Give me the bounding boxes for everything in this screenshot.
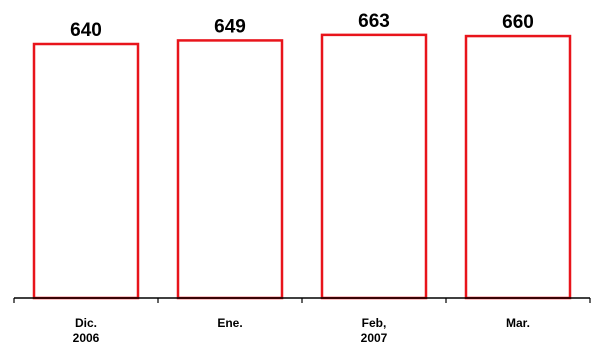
x-tick-label: 2006 bbox=[73, 331, 100, 345]
data-label: 649 bbox=[214, 16, 246, 37]
data-label: 660 bbox=[502, 12, 534, 33]
category-labels-group: Dic.2006 Ene. Feb,2007 Mar. bbox=[73, 316, 530, 345]
data-label: 640 bbox=[70, 20, 102, 41]
bar bbox=[176, 39, 284, 300]
value-labels-group: 640 649 663 660 bbox=[70, 11, 534, 41]
x-tick-label: 2007 bbox=[361, 331, 388, 345]
bar bbox=[464, 34, 572, 300]
x-tick-label: Ene. bbox=[217, 316, 242, 330]
x-tick-label: Dic. bbox=[75, 316, 97, 330]
x-tick-label: Feb, bbox=[362, 316, 387, 330]
x-tick-label: Mar. bbox=[506, 316, 530, 330]
bar bbox=[320, 33, 428, 300]
bar bbox=[32, 42, 140, 300]
data-label: 663 bbox=[358, 11, 390, 32]
bars-group bbox=[32, 33, 572, 300]
x-axis-ticks bbox=[13, 298, 591, 303]
